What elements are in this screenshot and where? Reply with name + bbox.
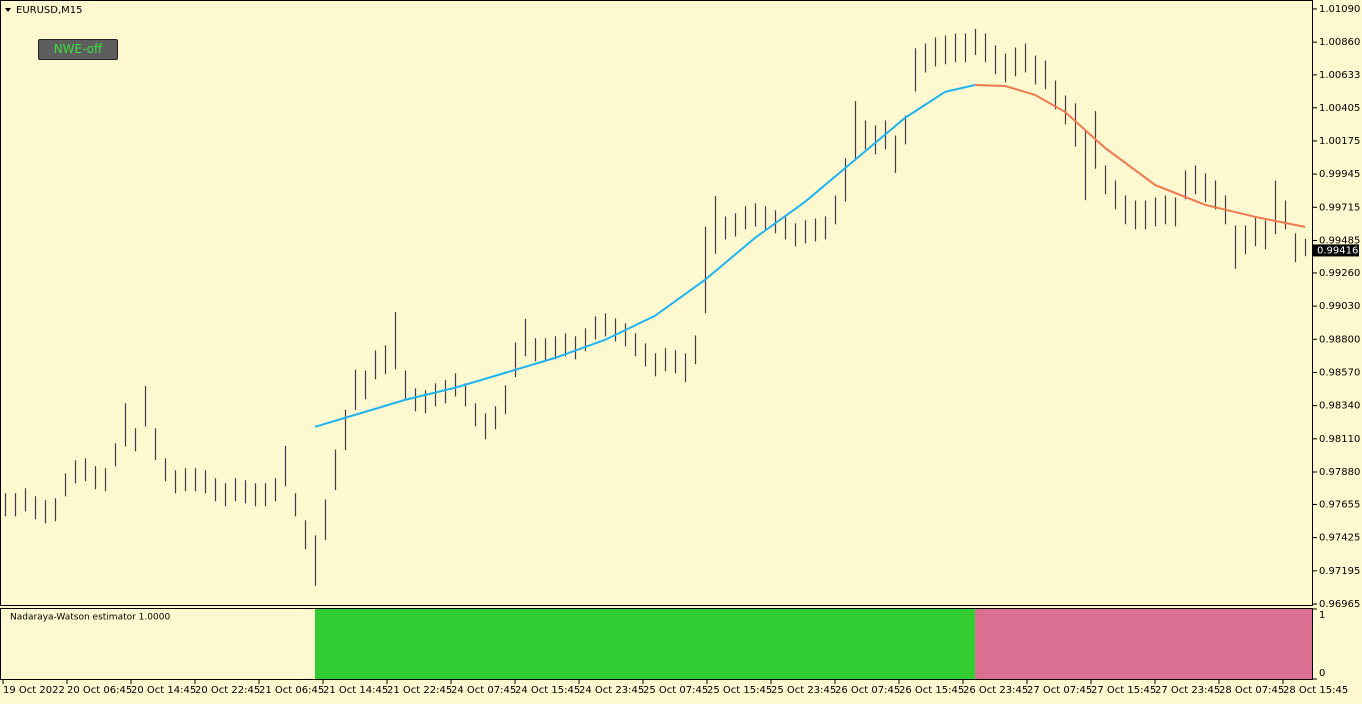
y-tick-label: 1.00633: [1319, 70, 1360, 81]
last-price-label: 0.99416: [1317, 245, 1358, 256]
main-pane-border: [0, 0, 1313, 606]
menu-arrow[interactable]: [5, 8, 11, 12]
y-tick-label: 0.99945: [1319, 169, 1360, 180]
y-tick-label: 0.97195: [1319, 566, 1360, 577]
x-tick-label: 24 Oct 23:45: [579, 685, 644, 696]
x-tick-label: 25 Oct 23:45: [771, 685, 836, 696]
symbol-title: EURUSD,M15: [16, 5, 82, 16]
x-tick-label: 20 Oct 14:45: [131, 685, 196, 696]
y-tick-label: 0.99715: [1319, 202, 1360, 213]
y-tick-label: 0.97425: [1319, 533, 1360, 544]
x-tick-label: 21 Oct 22:45: [387, 685, 452, 696]
x-tick-label: 20 Oct 22:45: [195, 685, 260, 696]
nwe-line: [974, 83, 1306, 228]
indicator-y-tick-label: 1: [1319, 610, 1325, 621]
y-tick-label: 0.97880: [1319, 467, 1360, 478]
x-tick-label: 20 Oct 06:45: [67, 685, 132, 696]
y-tick-label: 1.00175: [1319, 136, 1360, 147]
last-price-box: [1313, 244, 1359, 257]
y-tick-label: 0.99260: [1319, 268, 1360, 279]
y-tick-label: 1.00405: [1319, 103, 1360, 114]
y-tick-label: 0.98110: [1319, 434, 1360, 445]
x-tick-label: 28 Oct 15:45: [1283, 685, 1348, 696]
x-tick-label: 26 Oct 15:45: [899, 685, 964, 696]
y-tick-label: 1.00860: [1319, 37, 1360, 48]
indicator-pane-border: [0, 608, 1313, 680]
x-tick-label: 25 Oct 07:45: [643, 685, 708, 696]
x-tick-label: 26 Oct 07:45: [835, 685, 900, 696]
x-tick-label: 19 Oct 2022: [3, 685, 65, 696]
y-tick-label: 0.96965: [1319, 599, 1360, 610]
x-tick-label: 25 Oct 15:45: [707, 685, 772, 696]
x-tick-label: 27 Oct 23:45: [1155, 685, 1220, 696]
x-tick-label: 27 Oct 15:45: [1091, 685, 1156, 696]
y-tick-label: 0.97655: [1319, 499, 1360, 510]
nwe-line: [314, 83, 976, 428]
y-tick-label: 0.98570: [1319, 367, 1360, 378]
y-tick-label: 0.98800: [1319, 334, 1360, 345]
indicator-y-tick-label: 0: [1319, 668, 1325, 679]
x-tick-label: 28 Oct 07:45: [1219, 685, 1284, 696]
x-tick-label: 27 Oct 07:45: [1027, 685, 1092, 696]
y-tick-label: 1.01090: [1319, 4, 1360, 15]
y-tick-label: 0.98340: [1319, 401, 1360, 412]
x-tick-label: 24 Oct 15:45: [515, 685, 580, 696]
x-tick-label: 21 Oct 06:45: [259, 685, 324, 696]
indicator-label: Nadaraya-Watson estimator 1.0000: [10, 613, 170, 623]
x-tick-label: 26 Oct 23:45: [963, 685, 1028, 696]
x-tick-label: 24 Oct 07:45: [451, 685, 516, 696]
y-tick-label: 0.99030: [1319, 301, 1360, 312]
x-tick-label: 21 Oct 14:45: [323, 685, 388, 696]
y-tick-label: 0.99485: [1319, 235, 1360, 246]
trend-histogram: [315, 609, 975, 679]
nwe-toggle-button[interactable]: NWE-off: [38, 39, 118, 60]
trend-histogram: [975, 609, 1312, 679]
